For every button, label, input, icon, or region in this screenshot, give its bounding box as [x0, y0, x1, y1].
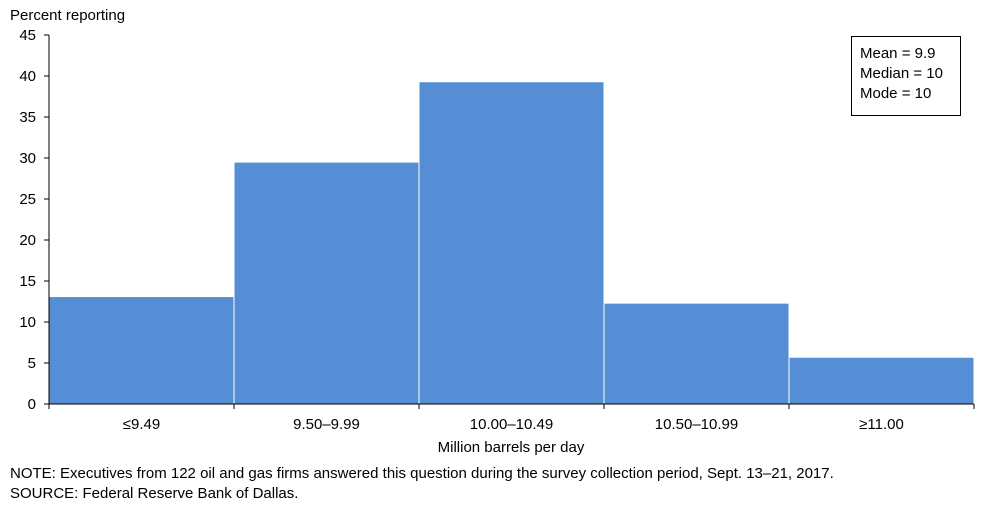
stat-median: Median = 10 [860, 64, 952, 84]
stat-mode-label: Mode [860, 85, 898, 102]
axes [48, 35, 975, 409]
y-axis-ticks: 0 5 10 15 20 25 30 35 40 45 [19, 27, 49, 413]
y-tick-label: 40 [19, 68, 36, 85]
bar-3 [418, 81, 605, 405]
bar-1 [48, 296, 235, 405]
bar-4 [603, 302, 790, 405]
y-tick-label: 45 [19, 27, 36, 44]
y-tick-label: 25 [19, 191, 36, 208]
y-tick-label: 0 [28, 396, 36, 413]
stat-mean-label: Mean [860, 45, 898, 62]
bar-2 [233, 161, 420, 405]
bars [48, 81, 975, 405]
y-tick-label: 10 [19, 314, 36, 331]
bar-5 [788, 356, 975, 405]
x-category-label: ≤9.49 [123, 416, 160, 433]
stat-mode-value: = 10 [901, 85, 932, 102]
stat-mean-value: = 9.9 [901, 45, 936, 62]
stat-mean: Mean = 9.9 [860, 44, 952, 64]
y-axis-title: Percent reporting [10, 7, 125, 24]
x-category-label: 9.50–9.99 [293, 416, 360, 433]
note-text: NOTE: Executives from 122 oil and gas fi… [10, 465, 834, 482]
y-tick-label: 35 [19, 109, 36, 126]
stat-median-value: = 10 [913, 65, 943, 82]
x-axis-title: Million barrels per day [438, 439, 585, 456]
footnote: NOTE: Executives from 122 oil and gas fi… [10, 464, 834, 504]
x-axis-categories: ≤9.49 9.50–9.99 10.00–10.49 10.50–10.99 ≥11.… [123, 416, 904, 433]
histogram-chart: Percent reporting 0 5 10 15 20 25 30 35 40 45 ≤9.… [10, 7, 975, 456]
x-category-label: ≥11.00 [859, 416, 904, 433]
stat-mode: Mode = 10 [860, 84, 952, 104]
x-category-label: 10.00–10.49 [470, 416, 553, 433]
y-tick-label: 30 [19, 150, 36, 167]
y-tick-label: 15 [19, 273, 36, 290]
source-text: SOURCE: Federal Reserve Bank of Dallas. [10, 485, 299, 502]
y-tick-label: 20 [19, 232, 36, 249]
stat-median-label: Median [860, 65, 910, 82]
x-category-label: 10.50–10.99 [655, 416, 738, 433]
summary-stats-box: Mean = 9.9 Median = 10 Mode = 10 [851, 36, 961, 116]
y-tick-label: 5 [28, 355, 36, 372]
